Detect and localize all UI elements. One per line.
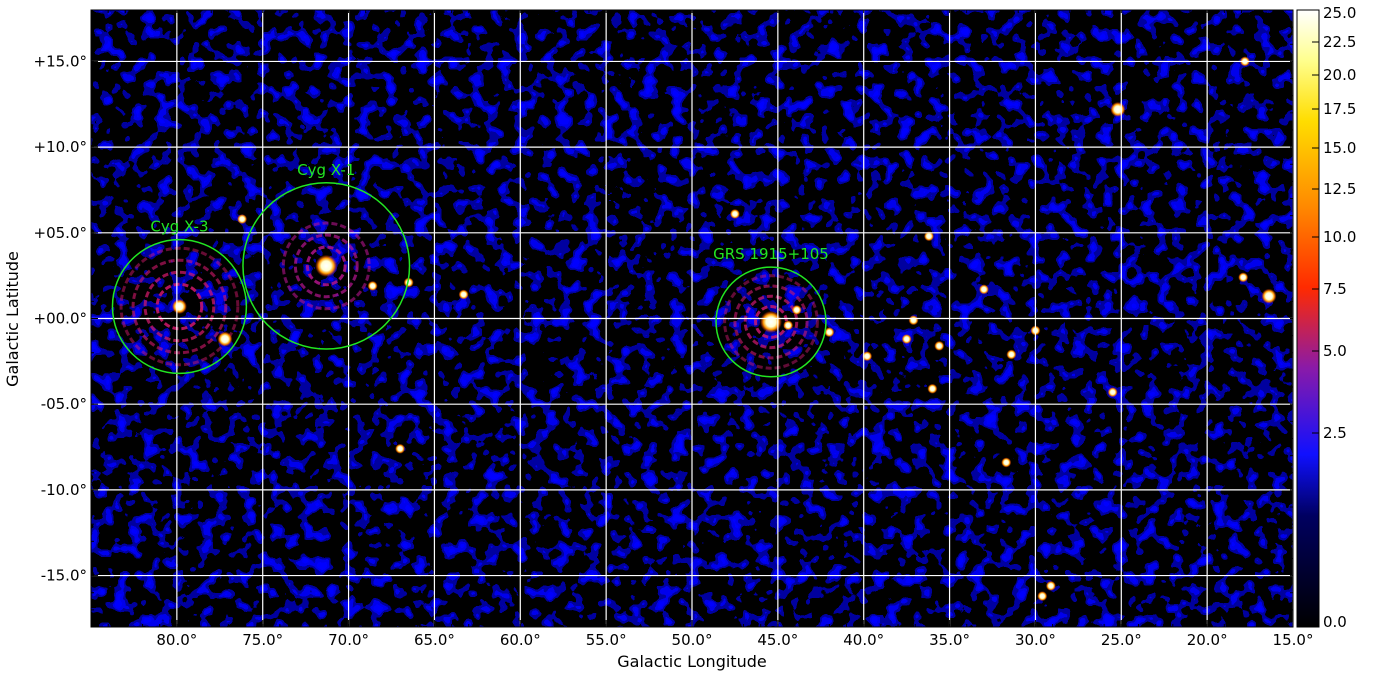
point-source bbox=[934, 340, 945, 351]
colorbar-tick-label: 7.5 bbox=[1323, 280, 1347, 298]
ring-artifact bbox=[733, 284, 809, 360]
point-source bbox=[1107, 387, 1118, 398]
ring-artifact bbox=[155, 282, 204, 331]
point-source bbox=[315, 254, 338, 277]
point-source bbox=[217, 331, 233, 347]
x-tick-label: 50.0° bbox=[672, 631, 713, 649]
point-source bbox=[171, 299, 187, 315]
y-tick-label: +15.0° bbox=[34, 52, 87, 70]
x-tick-label: 55.0° bbox=[586, 631, 627, 649]
x-axis-ticks: 80.0° 75.0° 70.0° 65.0° 60.0° 55.0° 50.0° 45.0°… bbox=[107, 10, 1314, 649]
y-tick-label: -15.0° bbox=[41, 567, 87, 585]
point-source bbox=[923, 231, 934, 242]
point-source bbox=[791, 304, 802, 315]
ring-artifacts bbox=[119, 221, 819, 370]
ring-artifact bbox=[131, 258, 228, 355]
x-tick-label: 80.0° bbox=[156, 631, 197, 649]
x-tick-label: 65.0° bbox=[414, 631, 455, 649]
y-tick-label: -05.0° bbox=[41, 395, 87, 413]
point-source bbox=[1001, 457, 1012, 468]
region-label: Cyg X-1 bbox=[297, 161, 355, 179]
colorbar-tick-label: 2.5 bbox=[1323, 424, 1347, 442]
point-source bbox=[1261, 288, 1277, 304]
point-source bbox=[1006, 349, 1017, 360]
sky-image: Cyg X-3 Cyg X-1 GRS 1915+105 bbox=[91, 10, 1293, 627]
point-sources bbox=[171, 56, 1277, 602]
colorbar-tick-label: 10.0 bbox=[1323, 228, 1356, 246]
colorbar-gradient bbox=[1296, 9, 1320, 628]
x-tick-label: 40.0° bbox=[843, 631, 884, 649]
x-tick-label: 75.0° bbox=[242, 631, 283, 649]
colorbar-ticks: 25.0 22.5 20.0 17.5 15.0 12.5 10.0 7.5 5.0 2.5 0.0 bbox=[1312, 4, 1356, 631]
ring-artifact bbox=[281, 221, 371, 311]
ring-artifact bbox=[743, 294, 799, 350]
x-tick-label: 25.0° bbox=[1101, 631, 1142, 649]
point-source bbox=[824, 327, 835, 338]
point-source bbox=[908, 315, 919, 326]
x-axis-label: Galactic Longitude bbox=[617, 652, 766, 671]
x-tick-label: 30.0° bbox=[1015, 631, 1056, 649]
point-source bbox=[862, 351, 873, 362]
point-source bbox=[395, 443, 406, 454]
point-source bbox=[901, 334, 912, 345]
colorbar-tick-label: 0.0 bbox=[1323, 613, 1347, 631]
region-circle bbox=[715, 266, 827, 378]
colorbar-tick-label: 12.5 bbox=[1323, 180, 1356, 198]
y-tick-label: +10.0° bbox=[34, 138, 87, 156]
colorbar-tick-label: 5.0 bbox=[1323, 342, 1347, 360]
point-source bbox=[729, 208, 740, 219]
y-axis-label: Galactic Latitude bbox=[3, 251, 22, 387]
region-circle bbox=[111, 238, 248, 375]
point-source bbox=[978, 284, 989, 295]
colorbar: 25.0 22.5 20.0 17.5 15.0 12.5 10.0 7.5 5.0 2.5 0.0 bbox=[1296, 4, 1356, 631]
colorbar-tick-label: 25.0 bbox=[1323, 4, 1356, 22]
ring-artifact bbox=[143, 270, 216, 343]
region-label: Cyg X-3 bbox=[150, 218, 208, 236]
point-source bbox=[367, 280, 378, 291]
y-tick-label: -10.0° bbox=[41, 481, 87, 499]
ring-artifact bbox=[119, 246, 240, 367]
ring-artifact bbox=[305, 245, 347, 287]
ring-artifact bbox=[723, 274, 819, 370]
x-tick-label: 60.0° bbox=[500, 631, 541, 649]
colorbar-tick-label: 15.0 bbox=[1323, 139, 1356, 157]
point-source bbox=[403, 277, 414, 288]
y-tick-label: +00.0° bbox=[34, 310, 87, 328]
region-circles: Cyg X-3 Cyg X-1 GRS 1915+105 bbox=[111, 161, 829, 378]
region-circle bbox=[242, 182, 411, 350]
point-source bbox=[1037, 591, 1048, 602]
y-tick-label: +05.0° bbox=[34, 224, 87, 242]
x-tick-label: 70.0° bbox=[328, 631, 369, 649]
point-source bbox=[237, 214, 248, 225]
ring-artifact bbox=[293, 233, 359, 299]
point-source bbox=[1238, 272, 1249, 283]
region-label: GRS 1915+105 bbox=[713, 245, 829, 263]
x-tick-label: 35.0° bbox=[929, 631, 970, 649]
coordinate-grid bbox=[91, 10, 1293, 627]
point-source bbox=[927, 383, 938, 394]
x-tick-label: 15.0° bbox=[1273, 631, 1314, 649]
point-source bbox=[1045, 580, 1056, 591]
y-axis-ticks: +15.0° +10.0° +05.0° +00.0° -05.0° -10.0° -15.… bbox=[34, 26, 1293, 611]
point-source bbox=[783, 320, 794, 331]
colorbar-tick-label: 22.5 bbox=[1323, 33, 1356, 51]
point-source bbox=[1110, 101, 1126, 117]
x-tick-label: 45.0° bbox=[757, 631, 798, 649]
point-source bbox=[759, 310, 782, 333]
point-source bbox=[458, 289, 469, 300]
x-tick-label: 20.0° bbox=[1187, 631, 1228, 649]
colorbar-tick-label: 20.0 bbox=[1323, 66, 1356, 84]
colorbar-tick-label: 17.5 bbox=[1323, 100, 1356, 118]
